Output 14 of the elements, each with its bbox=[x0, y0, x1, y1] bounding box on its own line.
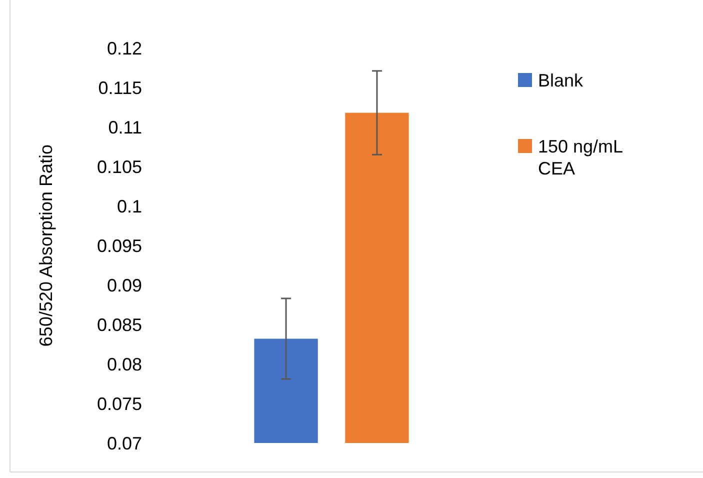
y-tick-label: 0.12 bbox=[106, 38, 142, 58]
y-tick-label: 0.11 bbox=[108, 117, 142, 138]
y-tick-label: 0.1 bbox=[116, 196, 142, 216]
legend-label: 150 ng/mL CEA bbox=[538, 136, 624, 178]
y-tick-label: 0.07 bbox=[106, 433, 142, 454]
y-tick-label: 0.115 bbox=[98, 78, 142, 98]
y-tick-label: 0.075 bbox=[96, 394, 142, 414]
y-axis-title: 650/520 Absorption Ratio bbox=[36, 144, 56, 347]
y-tick-label: 0.105 bbox=[96, 156, 142, 177]
y-tick-label: 0.085 bbox=[96, 314, 142, 335]
y-tick-label: 0.095 bbox=[96, 236, 142, 256]
y-tick-label: 0.09 bbox=[106, 275, 142, 296]
y-tick-label: 0.08 bbox=[106, 354, 142, 374]
legend-label: Blank bbox=[538, 70, 584, 90]
